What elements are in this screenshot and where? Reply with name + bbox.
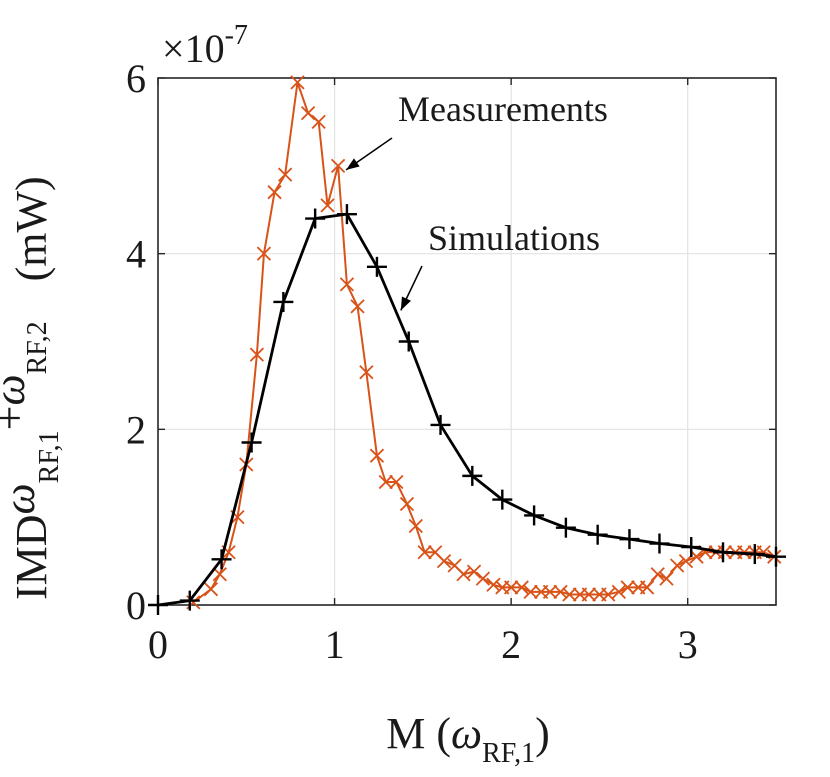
data-point-measurements (330, 158, 346, 173)
data-point-measurements (320, 198, 335, 213)
exponent-power: -7 (225, 20, 248, 51)
data-point-simulations (587, 524, 608, 545)
data-point-simulations (241, 432, 262, 453)
y-tick-label: 0 (126, 583, 146, 628)
data-point-measurements (562, 587, 577, 602)
data-point-simulations (766, 546, 786, 567)
data-point-measurements (249, 347, 265, 362)
annotation-arrowhead-measurements (346, 158, 360, 170)
data-point-simulations (179, 590, 200, 611)
y-axis-title: IMDωRF,1+ωRF,2(mW) (0, 176, 65, 600)
data-point-measurements (369, 448, 385, 463)
data-point-simulations (649, 533, 670, 554)
data-point-measurements (378, 474, 393, 490)
data-point-measurements (542, 584, 558, 599)
data-point-simulations (713, 542, 734, 563)
x-axis-title-main: M ( (386, 709, 451, 758)
series-layer (148, 75, 786, 615)
x-axis-title-subscript: RF,1 (482, 738, 535, 769)
x-tick-label: 2 (501, 622, 521, 667)
data-point-measurements (669, 558, 685, 573)
data-point-measurements (300, 105, 316, 121)
y-tick-label: 4 (126, 232, 146, 277)
exponent-times: × (162, 26, 185, 71)
x-tick-label: 1 (325, 622, 345, 667)
y-axis-title-unit: (mW) (7, 176, 56, 281)
x-axis-title: M (ωRF,1) (386, 709, 550, 769)
data-point-measurements (290, 75, 305, 90)
x-tick-label: 0 (148, 622, 168, 667)
annotation-measurements: Measurements (398, 89, 608, 129)
y-tick-label: 2 (126, 407, 146, 452)
exponent-base: 10 (185, 26, 225, 71)
data-point-measurements (311, 114, 326, 130)
data-point-measurements (601, 587, 616, 602)
data-point-measurements (417, 545, 432, 560)
data-point-measurements (277, 167, 293, 182)
data-point-simulations (492, 489, 513, 510)
data-point-simulations (744, 544, 765, 565)
data-point-simulations (336, 204, 357, 225)
data-point-measurements (436, 553, 452, 569)
data-point-measurements (523, 584, 538, 599)
y-tick-label: 6 (126, 56, 146, 101)
data-point-measurements (389, 474, 404, 490)
data-point-simulations (681, 537, 702, 558)
data-point-simulations (462, 465, 483, 486)
data-point-simulations (619, 529, 640, 550)
series-measurements (186, 75, 782, 610)
grid-lines (158, 78, 776, 605)
data-point-measurements (475, 571, 491, 586)
y-axis-title-text: IMDωRF,1+ωRF,2(mW) (0, 176, 65, 600)
data-point-simulations (366, 256, 387, 277)
y-axis-title-sub1: RF,1 (34, 430, 65, 483)
annotation-simulations: Simulations (428, 218, 600, 258)
axis-ticks: 0 1 2 3 0 2 4 6 (126, 56, 776, 667)
data-point-simulations (555, 517, 576, 538)
data-point-measurements (514, 580, 529, 595)
exponent-label: ×10-7 (162, 20, 248, 71)
data-point-measurements (350, 299, 365, 314)
data-point-measurements (650, 567, 665, 582)
data-point-measurements (267, 185, 282, 200)
x-axis-title-close: ) (535, 709, 550, 758)
data-point-measurements (212, 567, 227, 582)
data-point-measurements (339, 277, 355, 292)
data-point-measurements (466, 564, 482, 579)
data-point-simulations (430, 414, 451, 435)
series-simulations (148, 204, 786, 615)
data-point-measurements (504, 580, 519, 595)
y-axis-title-plus: + (0, 406, 34, 431)
data-point-measurements (581, 587, 596, 602)
data-point-measurements (620, 580, 635, 595)
data-point-measurements (456, 567, 471, 582)
plot-frame (157, 77, 777, 606)
data-point-measurements (399, 496, 415, 512)
data-point-measurements (611, 584, 626, 599)
data-point-measurements (486, 577, 501, 592)
data-point-measurements (639, 580, 655, 595)
series-line-measurements (192, 81, 775, 604)
y-axis-title-sym2: ω (0, 374, 34, 405)
annotation-arrowhead-simulations (400, 296, 411, 311)
x-axis-title-symbol: ω (451, 709, 482, 758)
y-axis-title-prefix: IMD (7, 514, 56, 600)
data-point-measurements (553, 584, 568, 599)
data-point-measurements (203, 582, 219, 597)
data-point-simulations (273, 291, 294, 312)
annotations: Measurements Simulations (345, 89, 608, 311)
data-point-measurements (256, 246, 272, 261)
data-point-simulations (211, 549, 232, 570)
data-point-simulations (398, 331, 419, 352)
data-point-measurements (359, 365, 374, 380)
data-point-measurements (659, 571, 674, 586)
data-point-simulations (148, 595, 168, 615)
data-point-simulations (305, 208, 326, 229)
y-axis-title-sym1: ω (0, 483, 44, 514)
data-point-simulations (524, 505, 545, 526)
x-tick-label: 3 (678, 622, 698, 667)
data-point-measurements (408, 518, 423, 534)
y-axis-title-sub2: RF,2 (22, 321, 53, 374)
